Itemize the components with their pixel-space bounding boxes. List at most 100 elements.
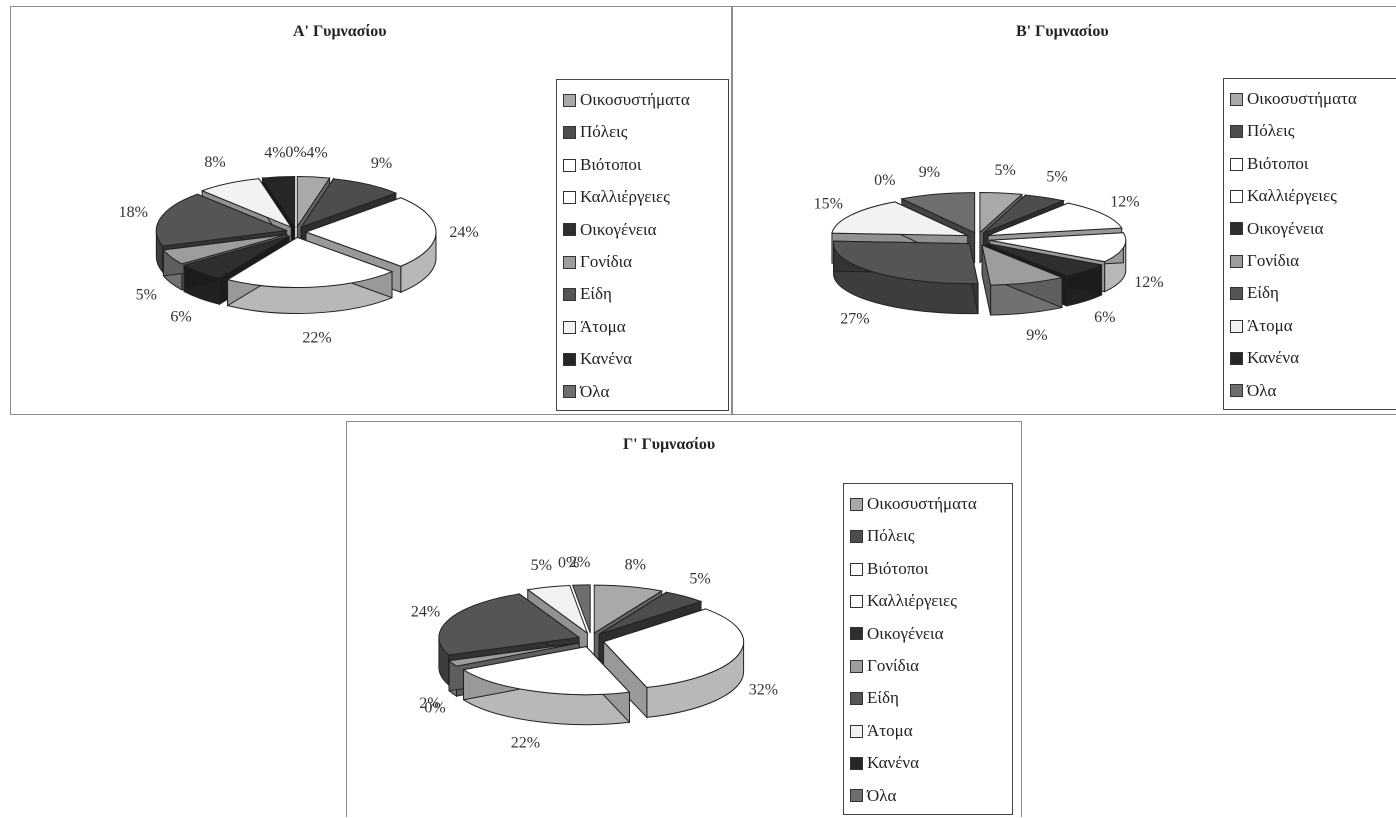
legend-item: Κανένα [1230,342,1396,374]
legend-label: Πόλεις [580,122,628,142]
legend-label: Καλλιέργειες [867,591,957,611]
legend-item: Καλλιέργειες [850,585,1006,617]
legend-label: Είδη [580,284,612,304]
legend-swatch [850,724,863,738]
legend-swatch [850,562,863,576]
legend-label: Γονίδια [580,252,633,272]
legend-item: Οικοσυστήματα [1230,83,1396,115]
chart-title: Β' Γυμνασίου [1016,23,1109,40]
pie-chart: 8%5%32%22%0%2%24%5% 0%2% [411,554,778,752]
legend-swatch [850,659,863,673]
legend-item: Κανένα [850,747,1006,779]
data-label: 6% [170,308,191,325]
data-label: 9% [371,155,392,172]
data-label: 5% [136,286,157,303]
legend-swatch [563,385,576,399]
legend-swatch [563,126,576,140]
legend-item: Οικοσυστήματα [563,84,722,116]
legend-label: Κανένα [867,753,919,773]
legend-label: Βιότοποι [867,558,929,578]
legend-item: Οικογένεια [1230,213,1396,245]
legend-item: Οικογένεια [850,618,1006,650]
chart-title: Α' Γυμνασίου [293,23,387,40]
legend-label: Καλλιέργειες [1247,186,1337,206]
pie-slice [981,244,1064,316]
legend-label: Οικοσυστήματα [867,494,977,513]
legend-label: Κανένα [1247,348,1299,368]
legend-swatch [1230,351,1243,365]
legend-item: Πόλεις [850,520,1006,552]
data-label: 5% [689,570,710,587]
data-label: 4% [306,145,327,162]
legend-item: Καλλιέργειες [1230,180,1396,212]
pie-slice [833,240,979,315]
chart-panel-b: Β' Γυμνασίου 5% 5% 12% 12% 6% 9% 27% 15% 0% 9% Οι… [732,6,1396,415]
legend-swatch [850,530,863,544]
legend-item: Βιότοποι [850,553,1006,585]
legend-label: Οικογένεια [580,219,657,239]
legend-label: Βιότοποι [1247,153,1309,173]
legend-swatch [1230,254,1243,268]
legend-swatch [850,789,863,803]
legend-label: Καλλιέργειες [580,187,670,207]
legend-swatch [1230,319,1243,333]
legend-label: Πόλεις [1247,121,1295,141]
data-label: 22% [511,735,540,752]
legend-item: Γονίδια [850,650,1006,682]
legend-item: Είδη [563,278,722,310]
legend-swatch [850,594,863,608]
legend-label: Όλα [580,381,610,401]
legend-item: Γονίδια [563,246,722,278]
data-label: 0% [424,700,445,717]
data-label: 18% [119,204,148,221]
legend-swatch [563,255,576,269]
legend-swatch [563,352,576,366]
legend-label: Είδη [1247,283,1279,303]
legend-item: Όλα [563,376,722,408]
legend-label: Γονίδια [867,656,920,676]
legend-swatch [1230,287,1243,301]
pie-slice [462,645,631,726]
data-label: 0% [558,555,579,572]
legend-item: Όλα [850,780,1006,812]
data-label: 2% [419,695,440,712]
legend-swatch [850,627,863,641]
pie-chart: 5% 5% 12% 12% 6% 9% 27% 15% 0% 9% [814,162,1164,344]
legend-swatch [563,93,576,107]
data-label: 5% [1046,169,1067,186]
pie-slice [571,584,591,634]
legend-swatch [850,756,863,770]
legend-swatch [850,497,863,511]
legend-swatch [1230,189,1243,203]
legend-label: Άτομα [1247,315,1293,335]
legend-label: Άτομα [580,316,626,336]
legend-swatch [1230,92,1243,106]
legend-swatch [563,190,576,204]
data-label: 4% [264,145,285,162]
pie-slice [602,608,745,719]
data-label: 0% [874,172,895,189]
legend-swatch [1230,125,1243,139]
legend-item: Όλα [1230,375,1396,407]
data-label: 9% [1026,327,1047,344]
legend-label: Όλα [1247,380,1277,400]
legend-label: Άτομα [867,720,913,740]
legend-item: Άτομα [563,311,722,343]
legend-swatch [563,288,576,302]
data-label: 27% [840,310,869,327]
chart-legend: Οικοσυστήματα Πόλεις Βιότοποι Καλλιέργειες Ο… [1223,78,1396,411]
legend-label: Γονίδια [1247,251,1300,271]
legend-label: Είδη [867,688,899,708]
legend-swatch [1230,222,1243,236]
legend-swatch [563,158,576,172]
legend-swatch [850,692,863,706]
data-label: 5% [995,162,1016,179]
data-label: 12% [1134,274,1163,291]
chart-title: Γ' Γυμνασίου [623,436,716,453]
legend-label: Οικοσυστήματα [580,90,690,109]
legend-item: Άτομα [850,715,1006,747]
data-label: 24% [449,224,478,241]
legend-label: Κανένα [580,349,632,369]
data-label: 12% [1110,193,1139,210]
data-label: 32% [749,681,778,698]
